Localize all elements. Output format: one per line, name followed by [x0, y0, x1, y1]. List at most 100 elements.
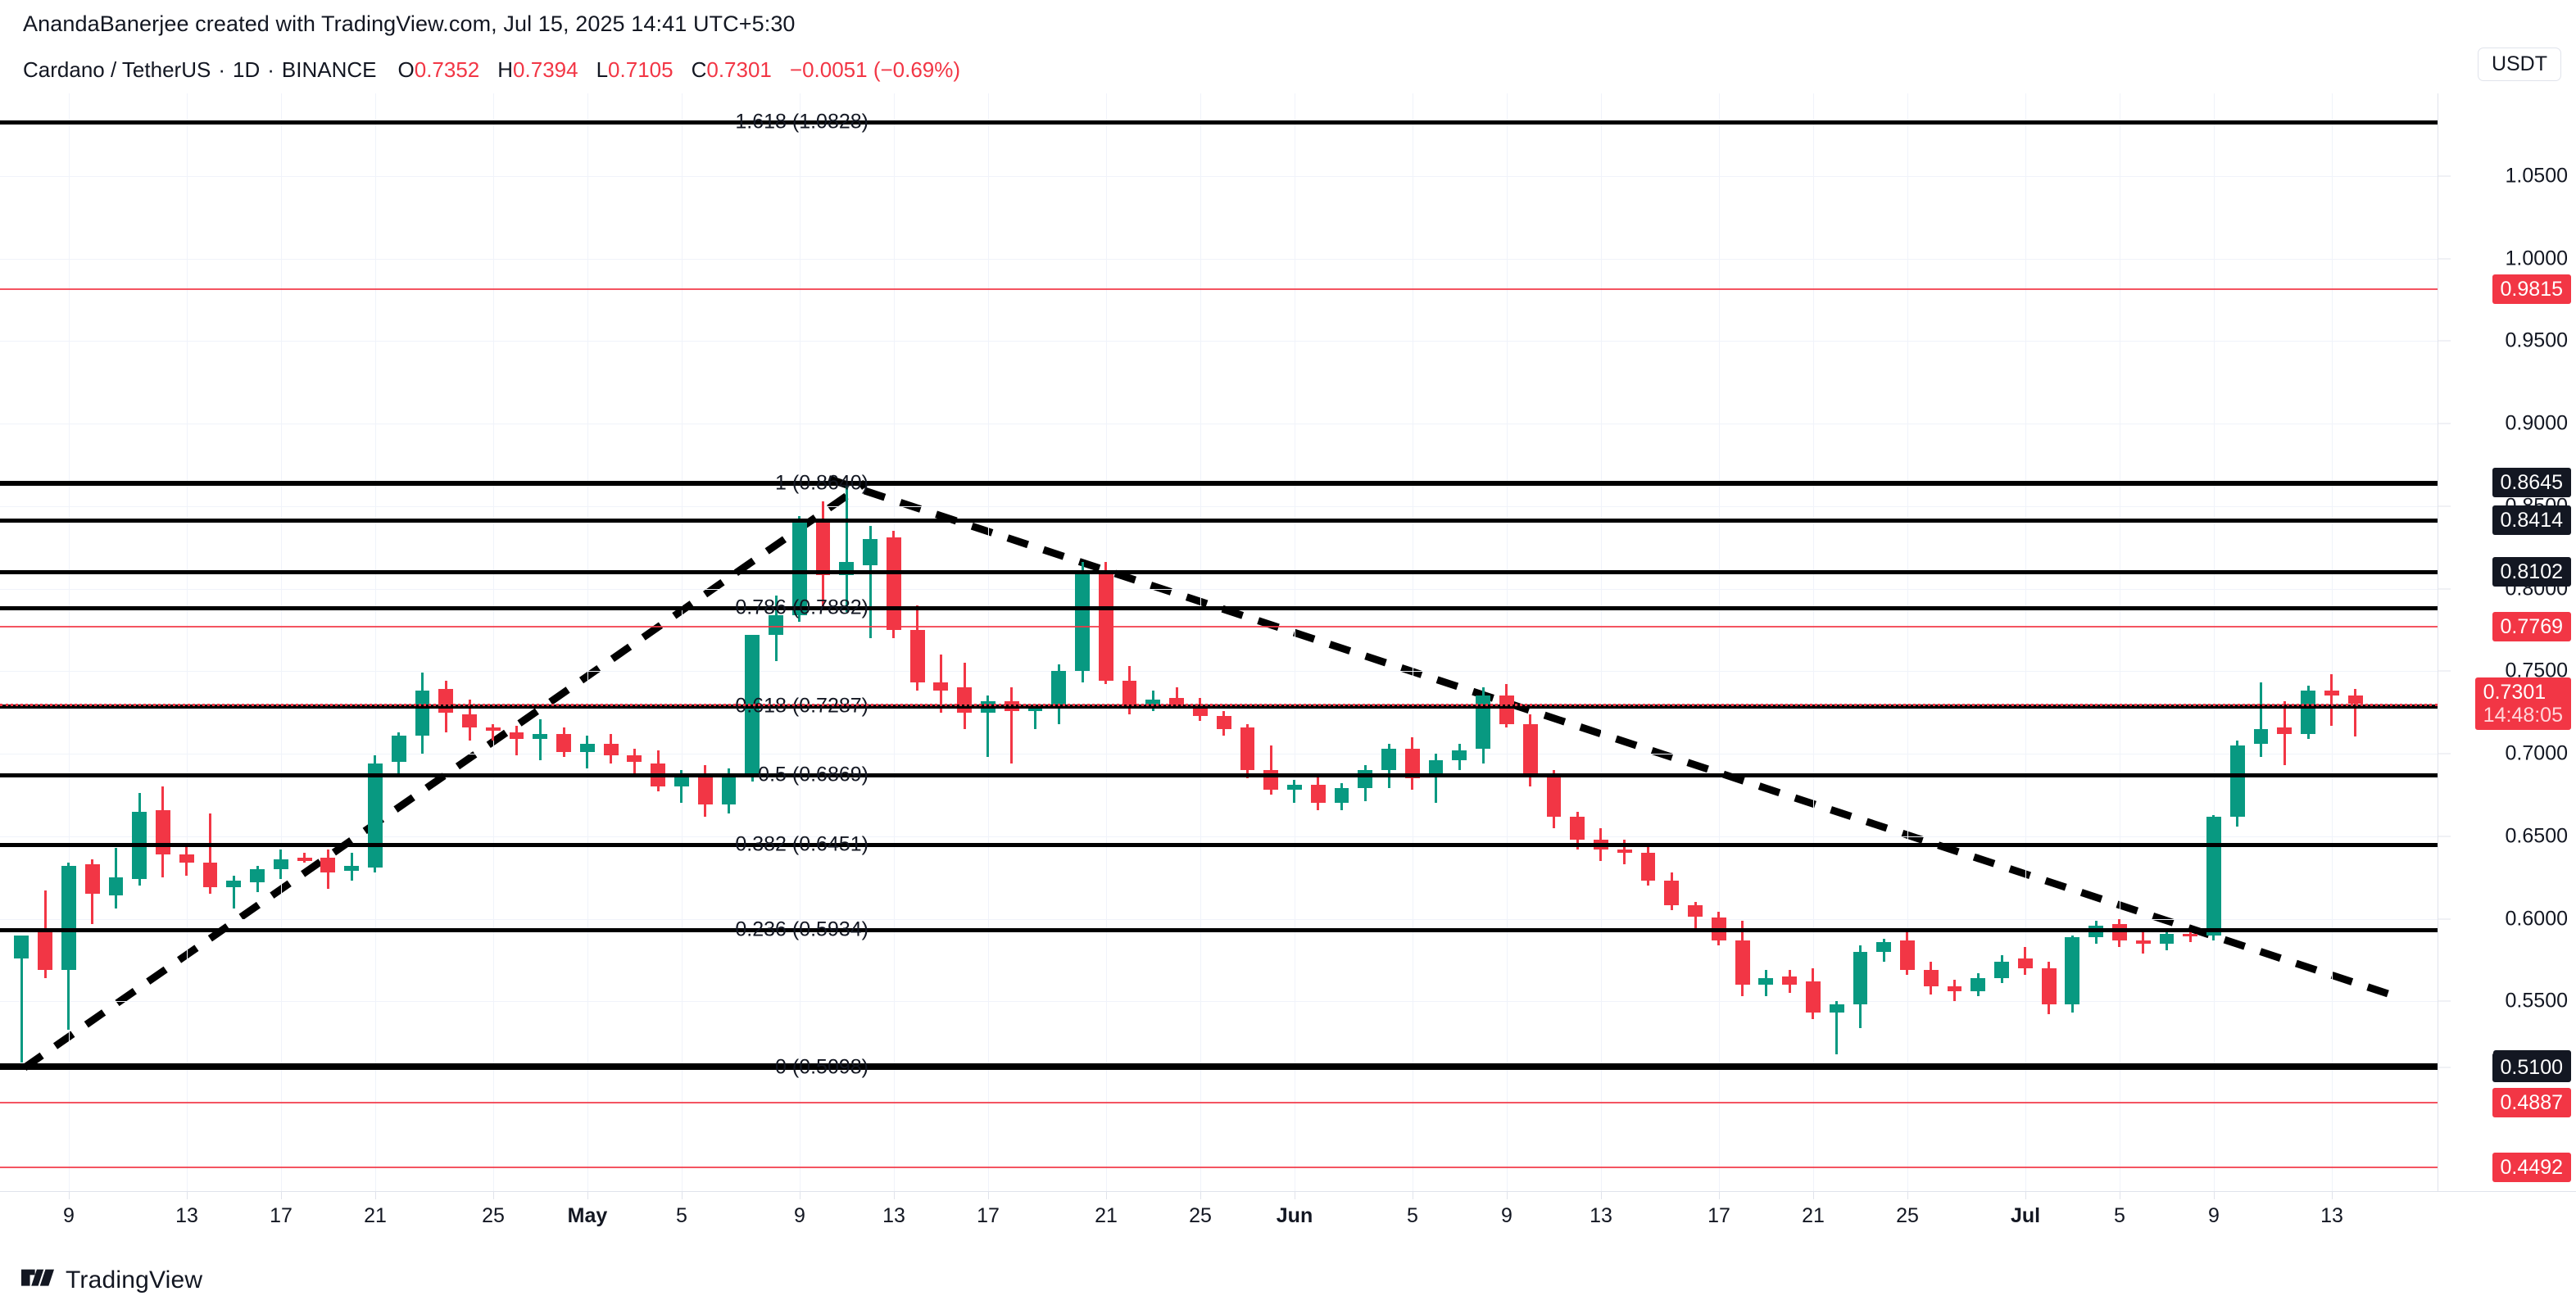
candlestick[interactable] [344, 93, 360, 1191]
candlestick[interactable] [1994, 93, 2009, 1191]
candlestick[interactable] [2301, 93, 2315, 1191]
candlestick[interactable] [1947, 93, 1962, 1191]
candlestick[interactable] [1664, 93, 1680, 1191]
candlestick[interactable] [2229, 93, 2245, 1191]
candlestick[interactable] [1287, 93, 1302, 1191]
candlestick[interactable] [1381, 93, 1396, 1191]
candlestick[interactable] [674, 93, 689, 1191]
candlestick[interactable] [2159, 93, 2175, 1191]
candlestick[interactable] [509, 93, 524, 1191]
candlestick[interactable] [2088, 93, 2104, 1191]
candlestick[interactable] [1122, 93, 1137, 1191]
candlestick[interactable] [1853, 93, 1868, 1191]
candlestick[interactable] [2183, 93, 2198, 1191]
candlestick[interactable] [1640, 93, 1656, 1191]
candlestick[interactable] [533, 93, 548, 1191]
candlestick[interactable] [2065, 93, 2080, 1191]
candlestick[interactable] [415, 93, 430, 1191]
candlestick[interactable] [863, 93, 878, 1191]
candlestick[interactable] [1617, 93, 1632, 1191]
candlestick[interactable] [2111, 93, 2127, 1191]
candlestick[interactable] [1428, 93, 1444, 1191]
candlestick[interactable] [1805, 93, 1821, 1191]
candlestick[interactable] [132, 93, 147, 1191]
candlestick[interactable] [1098, 93, 1113, 1191]
candlestick[interactable] [981, 93, 995, 1191]
candlestick[interactable] [2253, 93, 2269, 1191]
candlestick[interactable] [556, 93, 571, 1191]
candlestick[interactable] [2277, 93, 2293, 1191]
candlestick[interactable] [1476, 93, 1491, 1191]
candlestick[interactable] [627, 93, 642, 1191]
candlestick[interactable] [579, 93, 595, 1191]
candlestick[interactable] [368, 93, 383, 1191]
price-level-tag[interactable]: 0.9815 [2492, 274, 2571, 304]
price-level-line[interactable] [0, 519, 2438, 523]
candlestick[interactable] [462, 93, 477, 1191]
candlestick[interactable] [1711, 93, 1726, 1191]
candlestick[interactable] [1782, 93, 1798, 1191]
candlestick[interactable] [179, 93, 194, 1191]
candlestick[interactable] [909, 93, 925, 1191]
candlestick[interactable] [957, 93, 973, 1191]
price-level-tag[interactable]: 0.7769 [2492, 612, 2571, 642]
candlestick[interactable] [1688, 93, 1703, 1191]
candlestick[interactable] [815, 93, 831, 1191]
price-level-tag[interactable]: 0.5100 [2492, 1052, 2571, 1082]
price-level-tag[interactable]: 0.4887 [2492, 1087, 2571, 1117]
candlestick[interactable] [84, 93, 100, 1191]
symbol-legend[interactable]: Cardano / TetherUS · 1D · BINANCE O0.735… [23, 57, 960, 83]
candlestick[interactable] [721, 93, 737, 1191]
candlestick[interactable] [2041, 93, 2057, 1191]
fib-level-line[interactable] [0, 481, 2438, 486]
last-price-tag[interactable]: 0.7301 14:48:05 [2474, 677, 2571, 731]
candlestick[interactable] [1923, 93, 1939, 1191]
candlestick[interactable] [1570, 93, 1585, 1191]
candlestick[interactable] [745, 93, 760, 1191]
candlestick[interactable] [1192, 93, 1208, 1191]
fib-level-line[interactable] [0, 120, 2438, 125]
price-level-tag[interactable]: 0.4492 [2492, 1153, 2571, 1183]
time-axis[interactable]: 9 13 17 21 25 May 5 9 13 17 21 25 Jun 5 9 13 17 21 25 Jul 5 9… [0, 1191, 2438, 1242]
candlestick[interactable] [1004, 93, 1019, 1191]
candlestick[interactable] [1145, 93, 1161, 1191]
candlestick[interactable] [61, 93, 76, 1191]
candlestick[interactable] [1240, 93, 1255, 1191]
fib-level-line[interactable] [0, 705, 2438, 709]
price-level-line[interactable] [0, 1063, 2438, 1067]
candlestick[interactable] [791, 93, 807, 1191]
candlestick[interactable] [769, 93, 783, 1191]
candlestick[interactable] [1334, 93, 1349, 1191]
candlestick[interactable] [108, 93, 124, 1191]
candlestick[interactable] [1735, 93, 1750, 1191]
candlestick[interactable] [1900, 93, 1915, 1191]
candlestick[interactable] [1263, 93, 1279, 1191]
fib-level-line[interactable] [0, 606, 2438, 611]
candlestick[interactable] [2017, 93, 2033, 1191]
candlestick[interactable] [273, 93, 288, 1191]
candlestick[interactable] [1169, 93, 1185, 1191]
currency-badge[interactable]: USDT [2477, 48, 2561, 81]
candlestick[interactable] [1499, 93, 1514, 1191]
candlestick[interactable] [1310, 93, 1326, 1191]
candlestick[interactable] [933, 93, 949, 1191]
price-level-line[interactable] [0, 626, 2438, 628]
candlestick[interactable] [651, 93, 666, 1191]
candlestick[interactable] [250, 93, 265, 1191]
candlestick[interactable] [438, 93, 454, 1191]
fib-level-line[interactable] [0, 842, 2438, 847]
candlestick[interactable] [320, 93, 336, 1191]
candlestick[interactable] [2324, 93, 2339, 1191]
candlestick[interactable] [1829, 93, 1844, 1191]
fib-level-line[interactable] [0, 1066, 2438, 1071]
candlestick[interactable] [485, 93, 501, 1191]
candlestick[interactable] [2347, 93, 2363, 1191]
candlestick[interactable] [2206, 93, 2221, 1191]
candlestick[interactable] [2135, 93, 2151, 1191]
candlestick[interactable] [226, 93, 242, 1191]
candlestick[interactable] [391, 93, 406, 1191]
candlestick[interactable] [1358, 93, 1373, 1191]
price-level-tag[interactable]: 0.8102 [2492, 556, 2571, 587]
price-level-tag[interactable]: 0.8414 [2492, 505, 2571, 536]
candlestick[interactable] [1522, 93, 1538, 1191]
